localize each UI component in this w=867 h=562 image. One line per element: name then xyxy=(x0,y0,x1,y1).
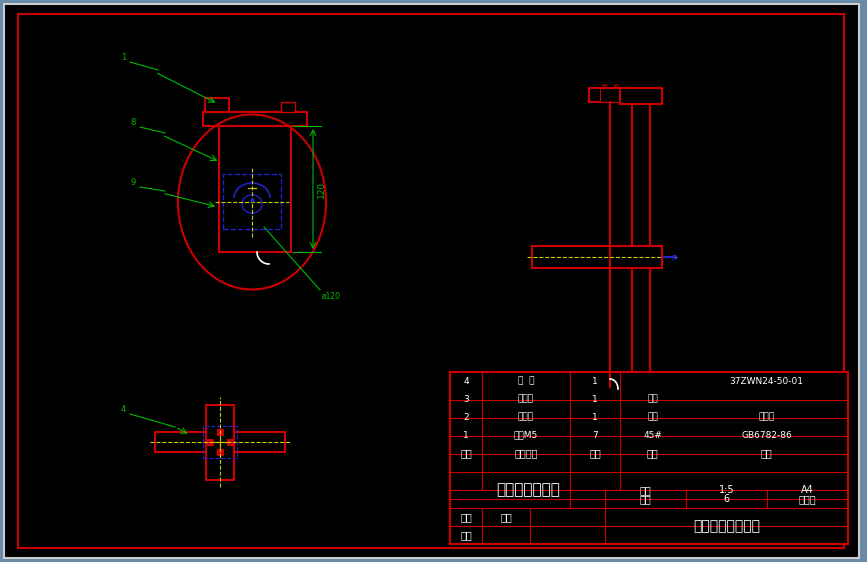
Bar xyxy=(589,88,631,102)
Text: 第四张: 第四张 xyxy=(799,494,817,504)
Text: 1: 1 xyxy=(463,430,469,439)
Text: ø120: ø120 xyxy=(322,292,341,301)
Bar xyxy=(219,112,291,252)
Text: 图数: 图数 xyxy=(640,494,651,504)
Bar xyxy=(632,102,650,387)
Bar xyxy=(217,429,223,435)
Text: 外购件: 外购件 xyxy=(759,413,774,422)
Bar xyxy=(620,88,662,104)
Bar xyxy=(207,439,213,445)
Text: 1:5: 1:5 xyxy=(719,485,734,495)
Text: 数量: 数量 xyxy=(589,448,601,458)
Text: 零件名称: 零件名称 xyxy=(514,448,538,458)
Text: 45#: 45# xyxy=(643,430,662,439)
Bar xyxy=(281,102,295,112)
Text: 螺杆M5: 螺杆M5 xyxy=(514,430,538,439)
Text: 1: 1 xyxy=(592,395,598,404)
Text: 37ZWN24-50-01: 37ZWN24-50-01 xyxy=(729,377,804,386)
Bar xyxy=(205,98,229,112)
Text: 比例: 比例 xyxy=(640,485,651,495)
Text: 6: 6 xyxy=(723,494,729,504)
Bar xyxy=(223,174,281,229)
Text: 木制: 木制 xyxy=(647,395,658,404)
Text: 许洹: 许洹 xyxy=(500,512,512,522)
Text: A4: A4 xyxy=(801,485,814,495)
Text: GB6782-86: GB6782-86 xyxy=(741,430,792,439)
Text: 3: 3 xyxy=(463,395,469,404)
Bar xyxy=(450,372,848,544)
Text: 天津工程师范学院: 天津工程师范学院 xyxy=(693,519,760,533)
Text: 摩擦板: 摩擦板 xyxy=(518,395,534,404)
Text: 7: 7 xyxy=(592,430,598,439)
Bar xyxy=(227,439,233,445)
Text: 1: 1 xyxy=(592,413,598,422)
Bar xyxy=(600,88,620,102)
Text: 燃料球发射装置: 燃料球发射装置 xyxy=(496,483,560,497)
Text: 4: 4 xyxy=(463,377,469,386)
Text: 1: 1 xyxy=(592,377,598,386)
Text: 4: 4 xyxy=(121,405,126,414)
Text: 设计: 设计 xyxy=(460,512,472,522)
Bar xyxy=(203,112,307,126)
Bar xyxy=(206,405,234,480)
Text: 1: 1 xyxy=(121,53,126,62)
Text: 电  机: 电 机 xyxy=(518,377,534,386)
Text: 120: 120 xyxy=(317,180,326,198)
Text: 9: 9 xyxy=(131,178,136,187)
Bar xyxy=(203,426,237,458)
Text: 材料: 材料 xyxy=(647,448,658,458)
Bar xyxy=(532,246,662,268)
Text: 审阅: 审阅 xyxy=(460,530,472,540)
Text: 序号: 序号 xyxy=(460,448,472,458)
Bar xyxy=(155,432,285,452)
Bar xyxy=(217,449,223,455)
Text: 摩擦轮: 摩擦轮 xyxy=(518,413,534,422)
Text: 8: 8 xyxy=(131,118,136,127)
Text: 2: 2 xyxy=(463,413,469,422)
Text: 备注: 备注 xyxy=(760,448,772,458)
Text: 橡胶: 橡胶 xyxy=(647,413,658,422)
